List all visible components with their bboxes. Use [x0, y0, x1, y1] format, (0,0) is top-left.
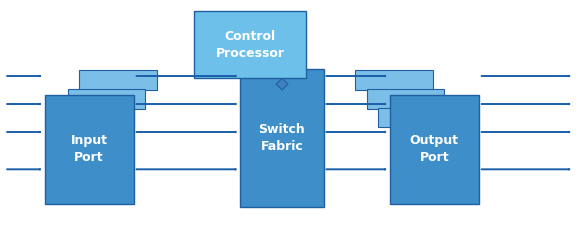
Text: Switch
Fabric: Switch Fabric [258, 123, 305, 153]
Text: Output
Port: Output Port [410, 135, 459, 164]
Polygon shape [276, 78, 288, 90]
FancyBboxPatch shape [79, 70, 157, 90]
FancyBboxPatch shape [240, 69, 324, 207]
FancyBboxPatch shape [194, 11, 306, 78]
FancyBboxPatch shape [355, 70, 433, 90]
FancyBboxPatch shape [45, 95, 134, 204]
Text: Control
Processor: Control Processor [216, 30, 285, 59]
FancyBboxPatch shape [56, 108, 134, 127]
FancyBboxPatch shape [390, 95, 479, 204]
FancyBboxPatch shape [366, 89, 444, 109]
FancyBboxPatch shape [68, 89, 145, 109]
Text: Input
Port: Input Port [71, 135, 108, 164]
FancyBboxPatch shape [378, 108, 456, 127]
